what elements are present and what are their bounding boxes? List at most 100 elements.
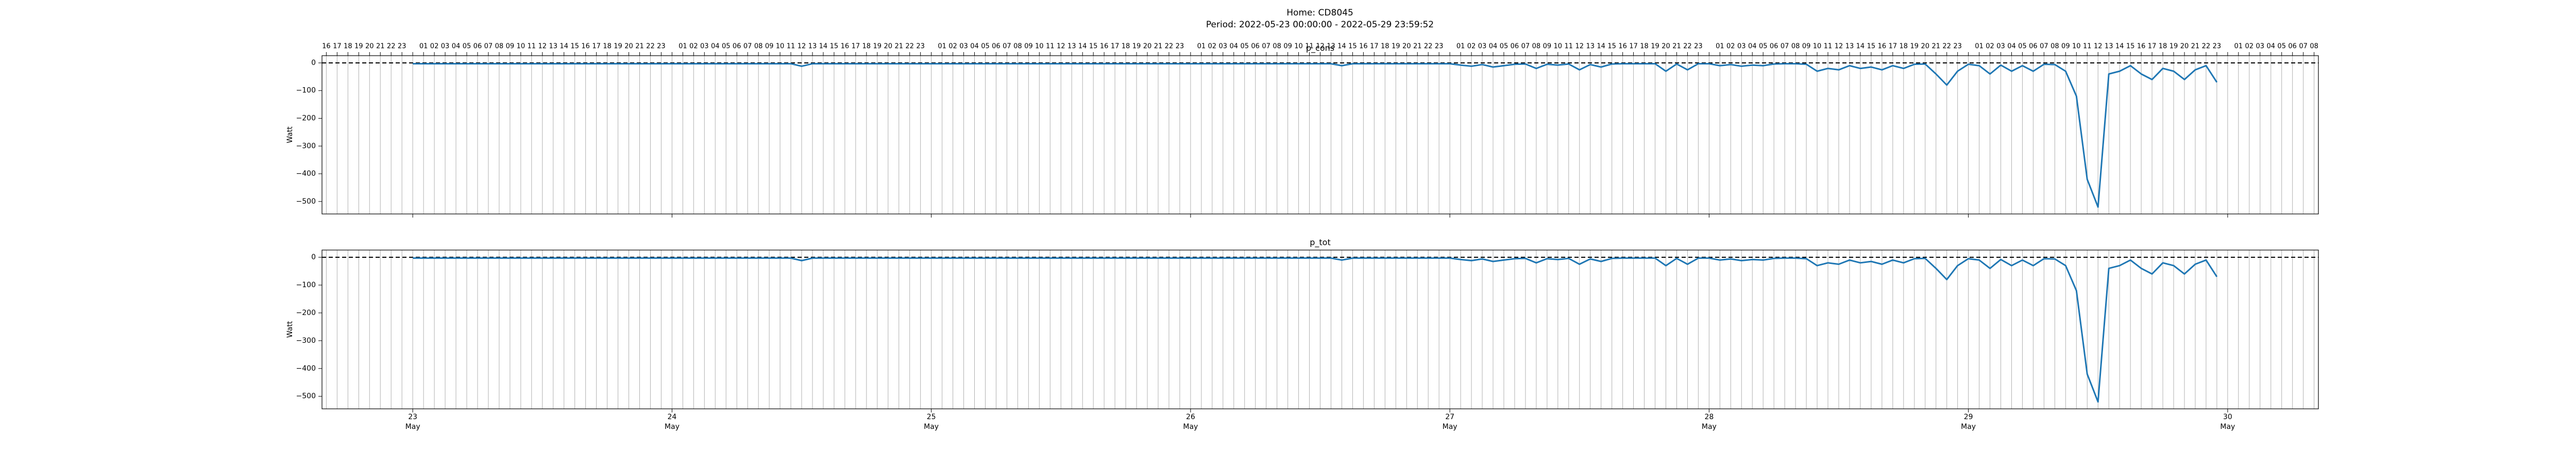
hour-tick-label: 02 (948, 43, 957, 51)
hour-tick-label: 01 (1716, 43, 1724, 51)
hour-tick-label: 21 (2191, 43, 2200, 51)
hour-tick-label: 08 (1013, 43, 1022, 51)
hour-tick-label: 04 (1489, 43, 1498, 51)
y-tick-label: −300 (296, 337, 316, 345)
hour-tick-label: 13 (808, 43, 817, 51)
hour-tick-label: 07 (1521, 43, 1530, 51)
hour-tick-label: 03 (1737, 43, 1746, 51)
hour-tick-label: 05 (463, 43, 471, 51)
hour-tick-label: 15 (1607, 43, 1616, 51)
hour-tick-label: 08 (2050, 43, 2059, 51)
hour-tick-label: 17 (1370, 43, 1379, 51)
hour-tick-label: 05 (2277, 43, 2286, 51)
hour-tick-label: 09 (765, 43, 774, 51)
hour-tick-label: 17 (333, 43, 342, 51)
hour-tick-label: 11 (1046, 43, 1055, 51)
hour-tick-label: 16 (581, 43, 590, 51)
hour-tick-label: 08 (1532, 43, 1541, 51)
hour-tick-label: 03 (2256, 43, 2264, 51)
hour-tick-label: 02 (1467, 43, 1476, 51)
hour-tick-label: 13 (1586, 43, 1595, 51)
hour-tick-label: 18 (1122, 43, 1130, 51)
x-tick-month: May (665, 423, 680, 431)
hour-tick-label: 20 (624, 43, 633, 51)
hour-tick-label: 05 (722, 43, 731, 51)
hour-tick-label: 14 (1337, 43, 1346, 51)
hour-tick-label: 14 (819, 43, 828, 51)
hour-tick-label: 06 (1511, 43, 1519, 51)
hour-tick-label: 17 (1889, 43, 1897, 51)
hour-tick-label: 22 (1165, 43, 1174, 51)
y-tick-label: −500 (296, 197, 316, 206)
x-tick-label: 26 (1186, 413, 1195, 421)
hour-tick-label: 12 (1835, 43, 1843, 51)
hour-tick-label: 04 (1748, 43, 1757, 51)
hour-tick-label: 02 (1726, 43, 1735, 51)
y-tick-label: −500 (296, 392, 316, 401)
hour-tick-label: 11 (1305, 43, 1314, 51)
hour-tick-label: 11 (528, 43, 536, 51)
hour-tick-label: 12 (538, 43, 547, 51)
axes-frame (321, 250, 2319, 409)
hour-tick-label: 02 (689, 43, 698, 51)
hour-tick-label: 15 (1089, 43, 1098, 51)
hour-tick-label: 07 (2299, 43, 2308, 51)
hour-tick-label: 23 (916, 43, 925, 51)
hour-tick-label: 17 (1629, 43, 1638, 51)
hour-tick-label: 22 (1942, 43, 1951, 51)
hour-tick-label: 04 (970, 43, 979, 51)
hour-tick-label: 14 (2115, 43, 2124, 51)
hour-tick-label: 19 (1910, 43, 1919, 51)
hour-tick-label: 07 (484, 43, 493, 51)
hour-tick-label: 20 (1662, 43, 1670, 51)
hour-tick-label: 20 (1402, 43, 1411, 51)
hour-tick-label: 19 (1392, 43, 1400, 51)
hour-tick-label: 19 (614, 43, 622, 51)
hour-tick-label: 11 (1565, 43, 1573, 51)
hour-tick-label: 12 (1575, 43, 1584, 51)
hour-tick-label: 11 (1824, 43, 1833, 51)
hour-tick-label: 06 (2029, 43, 2038, 51)
hour-tick-label: 07 (1003, 43, 1011, 51)
hour-tick-label: 18 (603, 43, 612, 51)
x-tick-label: 24 (667, 413, 676, 421)
hour-tick-label: 15 (830, 43, 839, 51)
hour-tick-label: 02 (1986, 43, 1994, 51)
hour-tick-label: 18 (344, 43, 352, 51)
y-tick-label: 0 (311, 253, 316, 261)
y-tick-label: −200 (296, 309, 316, 317)
hour-tick-label: 02 (430, 43, 439, 51)
hour-tick-label: 10 (1294, 43, 1303, 51)
hour-tick-label: 20 (1143, 43, 1152, 51)
hour-tick-label: 04 (2007, 43, 2016, 51)
hour-tick-label: 05 (1500, 43, 1509, 51)
hour-tick-label: 22 (2202, 43, 2211, 51)
hour-tick-label: 23 (398, 43, 406, 51)
y-tick-label: −400 (296, 170, 316, 178)
hour-tick-label: 23 (1694, 43, 1703, 51)
hour-tick-label: 12 (798, 43, 806, 51)
hour-tick-label: 21 (1931, 43, 1940, 51)
hour-tick-label: 09 (1024, 43, 1033, 51)
hour-tick-label: 06 (1251, 43, 1260, 51)
hour-tick-label: 19 (2170, 43, 2178, 51)
hour-tick-label: 05 (2018, 43, 2027, 51)
hour-tick-label: 17 (1111, 43, 1120, 51)
hour-tick-label: 07 (1781, 43, 1789, 51)
hour-tick-label: 03 (700, 43, 709, 51)
hour-tick-label: 11 (787, 43, 795, 51)
hour-tick-label: 14 (1856, 43, 1865, 51)
y-tick-label: −300 (296, 142, 316, 150)
hour-tick-label: 10 (2072, 43, 2081, 51)
hour-tick-label: 04 (2266, 43, 2275, 51)
x-tick-label: 30 (2223, 413, 2232, 421)
hour-tick-label: 08 (1273, 43, 1281, 51)
hour-tick-label: 10 (776, 43, 785, 51)
hour-tick-label: 04 (1229, 43, 1238, 51)
hour-tick-label: 06 (733, 43, 741, 51)
hour-tick-label: 08 (754, 43, 763, 51)
hour-tick-label: 16 (322, 43, 331, 51)
hour-tick-label: 23 (2213, 43, 2222, 51)
hour-tick-label: 13 (1327, 43, 1335, 51)
